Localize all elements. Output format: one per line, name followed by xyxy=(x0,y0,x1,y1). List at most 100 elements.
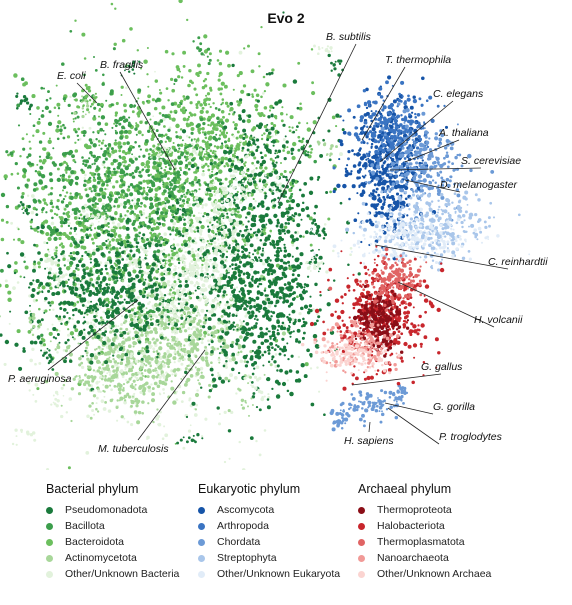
point xyxy=(163,168,167,172)
point xyxy=(171,179,174,182)
point xyxy=(72,120,75,123)
point xyxy=(204,348,208,352)
point xyxy=(124,134,129,140)
point xyxy=(129,103,134,109)
point xyxy=(82,129,87,135)
point xyxy=(171,373,174,376)
point xyxy=(179,166,182,170)
point xyxy=(231,367,235,372)
point xyxy=(147,402,150,405)
point xyxy=(143,290,147,294)
point xyxy=(96,245,98,248)
point xyxy=(158,179,162,183)
point xyxy=(195,333,200,337)
point xyxy=(169,172,173,176)
point xyxy=(57,120,62,125)
point xyxy=(302,317,305,321)
point xyxy=(84,173,87,177)
point xyxy=(291,317,295,322)
point xyxy=(150,137,155,141)
point xyxy=(62,315,66,319)
point xyxy=(200,337,204,341)
point xyxy=(190,131,194,135)
point xyxy=(139,148,142,151)
point xyxy=(129,173,133,177)
point xyxy=(154,367,157,370)
point xyxy=(99,306,102,309)
point xyxy=(111,303,115,307)
point xyxy=(60,224,64,228)
point xyxy=(104,267,108,271)
point xyxy=(150,267,155,272)
point xyxy=(178,0,183,4)
point xyxy=(78,331,83,337)
point xyxy=(225,131,229,135)
point xyxy=(135,214,140,219)
point xyxy=(138,216,141,220)
point xyxy=(122,196,126,199)
point xyxy=(162,296,165,300)
point xyxy=(111,275,114,279)
point xyxy=(171,52,175,56)
point xyxy=(234,302,237,305)
point xyxy=(85,346,88,350)
point xyxy=(199,386,203,389)
point xyxy=(158,375,162,379)
point xyxy=(260,25,263,29)
point xyxy=(38,140,43,144)
point xyxy=(92,323,96,327)
point xyxy=(16,172,20,175)
point xyxy=(206,71,210,76)
point xyxy=(111,288,116,294)
point xyxy=(173,83,176,85)
point xyxy=(110,103,114,107)
point xyxy=(184,353,187,356)
point xyxy=(131,175,136,179)
point xyxy=(113,205,116,208)
point xyxy=(235,136,239,140)
point xyxy=(81,303,85,307)
point xyxy=(262,228,266,232)
point xyxy=(341,128,345,132)
point xyxy=(170,159,174,163)
point xyxy=(216,299,219,302)
point xyxy=(83,179,87,183)
point xyxy=(310,48,314,51)
point xyxy=(298,188,302,192)
point xyxy=(121,161,124,164)
point xyxy=(236,206,240,210)
point xyxy=(229,277,234,282)
point xyxy=(100,147,103,150)
point xyxy=(107,273,111,277)
point xyxy=(158,313,161,317)
point xyxy=(126,332,130,336)
point xyxy=(148,196,154,202)
point xyxy=(129,192,134,197)
point xyxy=(122,217,125,221)
point xyxy=(92,248,97,253)
point xyxy=(137,130,142,135)
point xyxy=(185,159,188,162)
point xyxy=(232,121,235,124)
point xyxy=(247,220,250,223)
point xyxy=(84,250,88,254)
point xyxy=(208,221,212,224)
point xyxy=(170,380,173,383)
point xyxy=(204,162,208,166)
point xyxy=(72,313,75,317)
point xyxy=(122,141,127,146)
point xyxy=(72,117,75,121)
point xyxy=(284,222,288,225)
point xyxy=(97,121,102,126)
point xyxy=(88,226,92,230)
point xyxy=(32,262,37,266)
point xyxy=(89,171,92,175)
point xyxy=(165,87,169,90)
point xyxy=(187,236,192,241)
point xyxy=(109,207,112,210)
point xyxy=(239,229,242,233)
point xyxy=(171,283,175,286)
point xyxy=(105,303,110,308)
point xyxy=(296,223,301,228)
point xyxy=(312,120,317,125)
